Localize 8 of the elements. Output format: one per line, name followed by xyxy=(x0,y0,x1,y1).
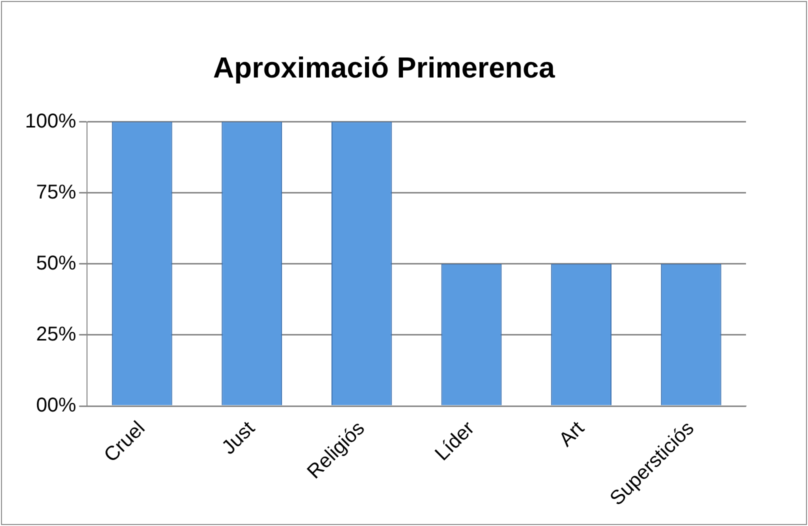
chart-title: Aproximació Primerenca xyxy=(213,52,556,84)
y-tick-label: 50% xyxy=(36,252,76,274)
y-tick-label: 25% xyxy=(36,323,76,346)
x-tick-label: Art xyxy=(555,417,590,451)
x-tick-label: Just xyxy=(218,417,260,459)
y-tick-label: 75% xyxy=(36,181,76,204)
y-tick-label: 100% xyxy=(24,110,76,132)
y-tick-label: 00% xyxy=(36,394,76,417)
